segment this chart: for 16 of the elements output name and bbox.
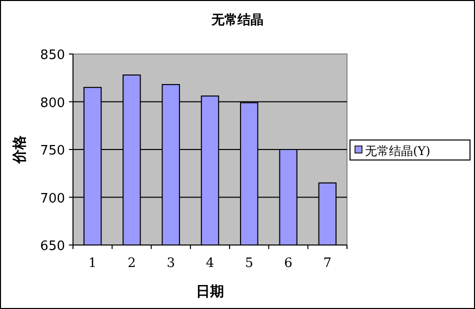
y-axis-title: 价格: [12, 134, 28, 164]
y-tick-label: 650: [40, 239, 65, 254]
legend-label: 无常结晶(Y): [365, 144, 430, 158]
x-tick-label: 7: [323, 256, 332, 271]
x-tick-label: 5: [245, 256, 254, 271]
chart-title: 无常结晶: [210, 13, 264, 28]
y-tick-label: 700: [40, 191, 65, 206]
y-tick-label: 850: [40, 48, 65, 63]
x-axis-title: 日期: [196, 284, 224, 300]
y-tick-label: 750: [40, 144, 65, 158]
x-tick-label: 4: [206, 256, 214, 271]
x-tick-label: 6: [284, 256, 292, 271]
x-tick-label: 1: [88, 256, 97, 271]
x-tick-label: 2: [128, 256, 136, 271]
y-tick-label: 800: [40, 96, 65, 111]
x-tick-label: 3: [166, 256, 175, 271]
